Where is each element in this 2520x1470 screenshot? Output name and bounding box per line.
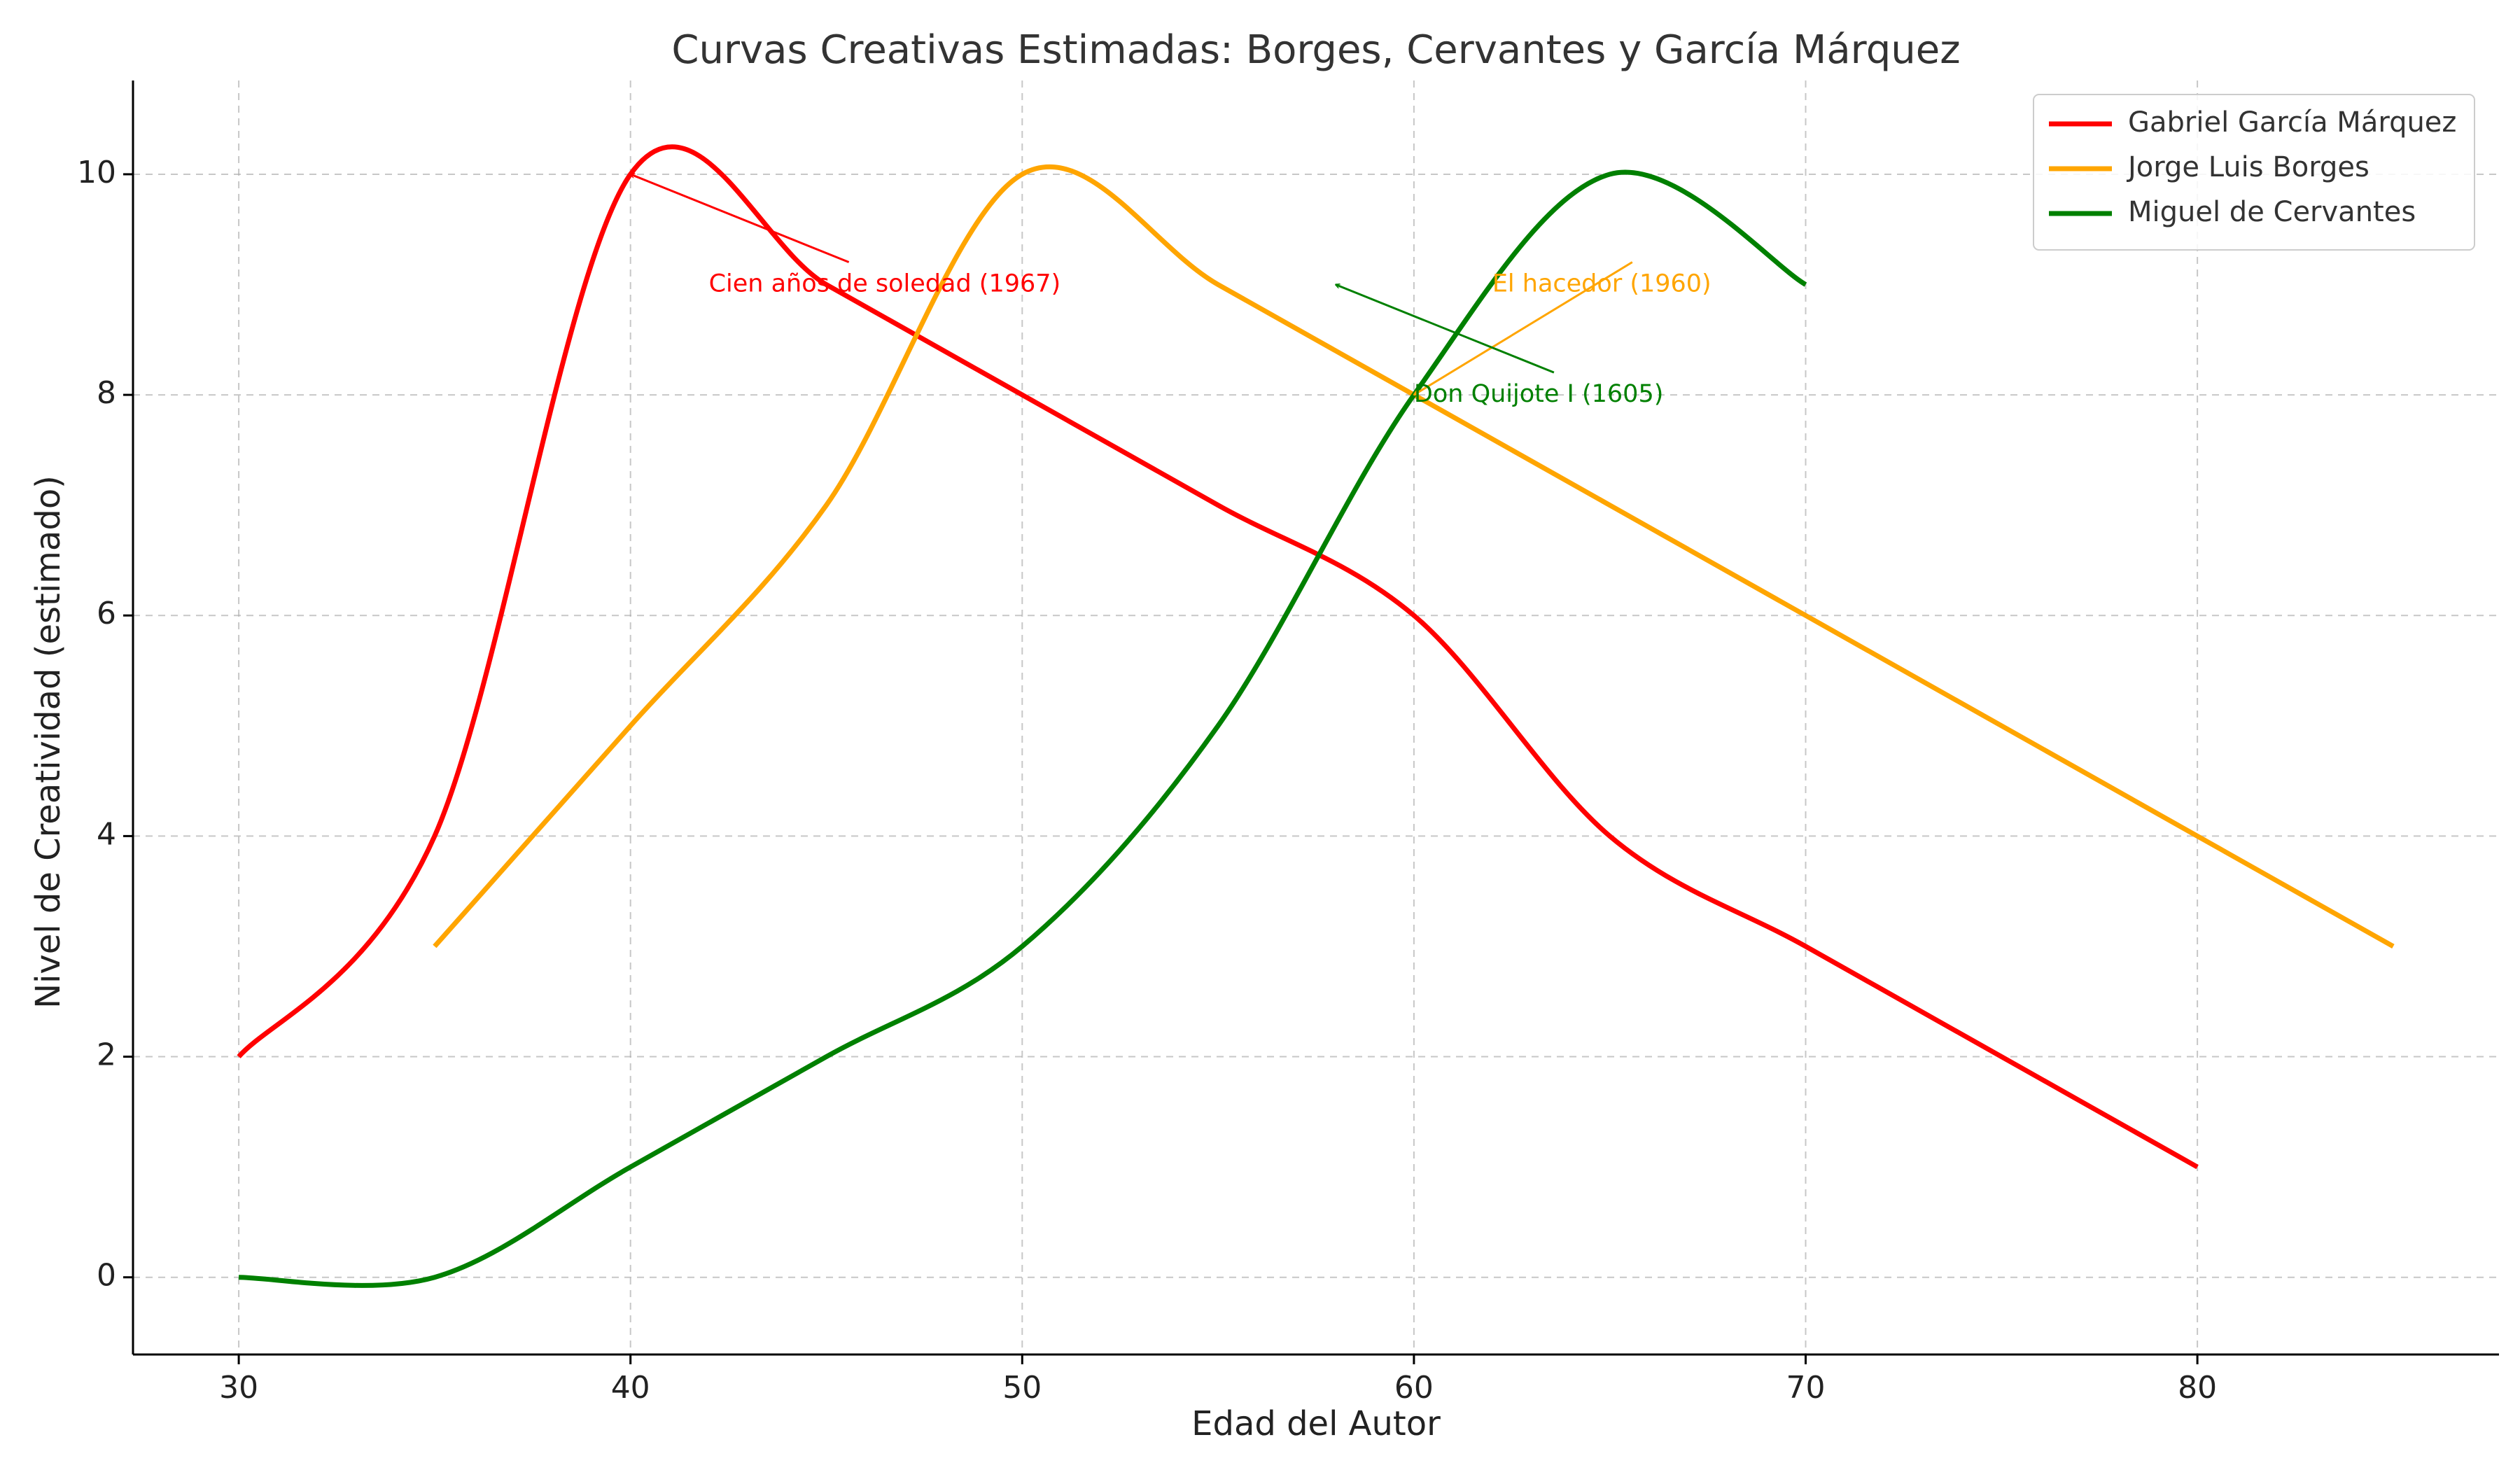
grid-layer — [133, 80, 2499, 1354]
y-tick-label: 10 — [77, 155, 116, 190]
y-tick-label: 2 — [97, 1037, 116, 1073]
series-line-3 — [239, 169, 1807, 1288]
legend-label-1: Gabriel García Márquez — [2128, 106, 2456, 139]
annotation-text-2: El hacedor (1960) — [1492, 270, 1712, 298]
x-axis-label: Edad del Autor — [1191, 1404, 1441, 1443]
legend-label-3: Miguel de Cervantes — [2128, 196, 2416, 228]
x-tick-label: 60 — [1394, 1370, 1434, 1406]
y-tick-label: 8 — [97, 375, 116, 411]
series-line-2 — [433, 164, 2395, 949]
legend: Gabriel García Márquez Jorge Luis Borges M… — [2033, 94, 2475, 251]
chart-title: Curvas Creativas Estimadas: Borges, Cerv… — [671, 27, 1960, 73]
x-tick-label: 50 — [1002, 1370, 1042, 1406]
x-tick-label: 80 — [2178, 1370, 2217, 1406]
y-axis-label: Nivel de Creatividad (estimado) — [29, 475, 68, 1009]
annotation-text-1: Cien años de soledad (1967) — [709, 270, 1061, 298]
x-tick-label: 40 — [611, 1370, 650, 1406]
axes-layer: 30 40 50 60 70 80 0 2 4 6 8 10 — [77, 80, 2499, 1406]
legend-box — [2033, 94, 2475, 251]
x-tick-label: 30 — [219, 1370, 258, 1406]
y-tick-label: 0 — [97, 1258, 116, 1294]
y-tick-label: 6 — [97, 596, 116, 631]
y-tick-label: 4 — [97, 816, 116, 852]
annotation-arrow-3 — [1336, 285, 1555, 374]
annotation-arrow-2 — [1414, 261, 1633, 396]
annotation-text-3: Don Quijote I (1605) — [1414, 380, 1663, 408]
legend-label-2: Jorge Luis Borges — [2126, 151, 2370, 183]
series-layer — [237, 144, 2395, 1288]
annotation-layer: Cien años de soledad (1967) El hacedor (1… — [631, 174, 1712, 408]
annotation-arrow-1 — [631, 174, 850, 263]
series-line-1 — [237, 144, 2199, 1170]
x-tick-label: 70 — [1786, 1370, 1826, 1406]
